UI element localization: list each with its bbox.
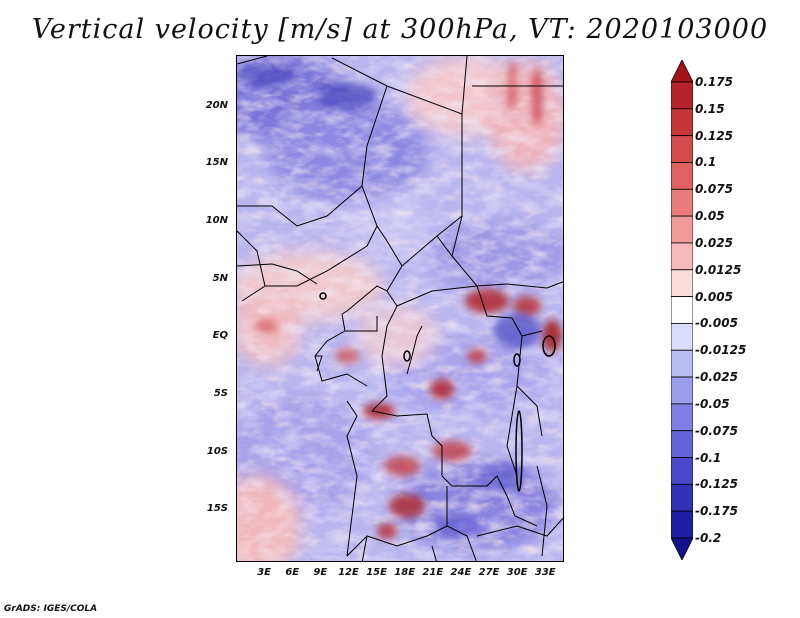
colorbar-label: -0.005 <box>695 316 738 331</box>
colorbar-segment <box>671 483 693 512</box>
colorbar-top-arrow <box>671 60 693 83</box>
colorbar-label: -0.0125 <box>695 343 747 358</box>
colorbar-label: 0.125 <box>695 128 733 143</box>
lon-tick: 3E <box>257 567 272 578</box>
lat-tick: 10S <box>206 445 228 457</box>
colorbar-segment <box>671 430 693 458</box>
velocity-field <box>237 56 563 561</box>
colorbar-segment <box>671 403 693 432</box>
colorbar-segment <box>671 296 693 324</box>
lon-tick: 12E <box>338 567 359 578</box>
colorbar-segment <box>671 349 693 378</box>
colorbar-label: 0.025 <box>695 235 733 250</box>
colorbar-label: -0.075 <box>695 423 738 438</box>
colorbar-label: -0.125 <box>695 477 738 492</box>
lon-tick: 9E <box>313 567 328 578</box>
lat-tick: EQ <box>212 330 228 342</box>
colorbar-segment <box>671 323 693 351</box>
lon-tick: 24E <box>450 567 472 578</box>
colorbar-segment <box>671 81 693 110</box>
colorbar <box>671 60 693 560</box>
colorbar-segment <box>671 457 693 485</box>
lake-outlines <box>319 292 556 492</box>
colorbar-label: -0.025 <box>695 370 738 385</box>
colorbar-label: -0.1 <box>695 450 722 465</box>
colorbar-label: 0.1 <box>695 155 717 170</box>
lat-tick: 15N <box>205 157 228 169</box>
colorbar-segment <box>671 376 693 405</box>
velocity-map <box>236 55 564 562</box>
lat-tick: 15S <box>206 503 228 515</box>
colorbar-label: 0.005 <box>695 289 733 304</box>
lat-tick: 5S <box>213 387 228 399</box>
lon-tick: 18E <box>394 567 416 578</box>
lon-tick: 27E <box>478 567 500 578</box>
plot-title: Vertical velocity [m/s] at 300hPa, VT: 2… <box>31 14 769 45</box>
colorbar-label: 0.075 <box>695 182 733 197</box>
lat-tick: 10N <box>205 215 228 227</box>
colorbar-segment <box>671 135 693 163</box>
lat-tick: 5N <box>212 272 228 284</box>
colorbar-segment <box>671 162 693 190</box>
lon-tick: 6E <box>285 567 300 578</box>
colorbar-label: 0.05 <box>695 209 725 224</box>
colorbar-segment <box>671 242 693 271</box>
lon-tick: 33E <box>534 567 556 578</box>
colorbar-label: -0.2 <box>695 531 722 545</box>
colorbar-segment <box>671 510 693 539</box>
political-borders <box>237 56 563 561</box>
colorbar-label: -0.175 <box>695 504 738 519</box>
colorbar-label: -0.05 <box>695 396 730 411</box>
lat-tick: 20N <box>205 99 228 111</box>
lon-tick: 30E <box>506 567 528 578</box>
grads-credit: GrADS: IGES/COLA <box>4 604 98 614</box>
colorbar-label: 0.175 <box>695 75 733 89</box>
updraft-clusters <box>255 61 562 539</box>
colorbar-segment <box>671 215 693 244</box>
colorbar-segment <box>671 188 693 217</box>
colorbar-label: 0.15 <box>695 101 725 116</box>
lon-tick: 15E <box>366 567 387 578</box>
colorbar-segment <box>671 108 693 137</box>
colorbar-bottom-arrow <box>671 537 693 560</box>
lon-tick: 21E <box>422 567 444 578</box>
colorbar-label: 0.0125 <box>695 262 742 277</box>
colorbar-segment <box>671 269 693 297</box>
